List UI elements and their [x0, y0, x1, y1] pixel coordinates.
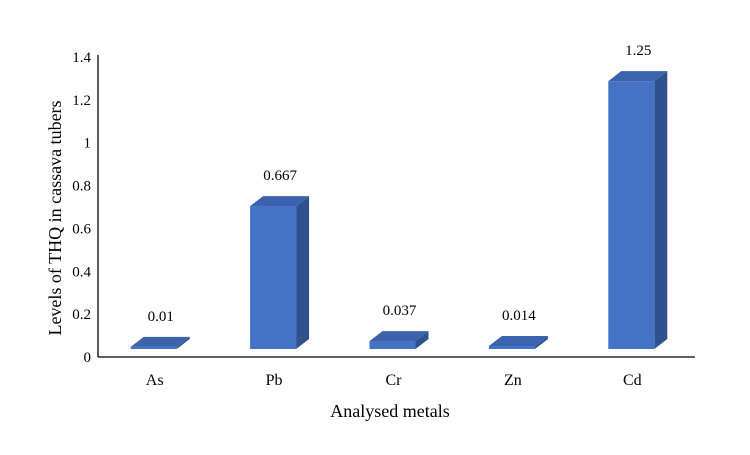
bar-zn [488, 336, 548, 349]
bar-cr [369, 331, 429, 349]
bar-front [488, 346, 535, 349]
bars [130, 71, 668, 350]
y-tick-label: 1.2 [72, 93, 91, 109]
bar-front [608, 81, 655, 350]
bar-side [176, 336, 190, 349]
data-label: 0.667 [263, 168, 297, 184]
bar-side [534, 336, 548, 349]
bar-side [654, 71, 668, 350]
y-tick-label: 1.4 [72, 50, 91, 66]
bar-top [130, 336, 190, 347]
y-tick-label: 0 [84, 350, 92, 366]
x-tick-label: Cr [386, 372, 403, 389]
x-tick-label: As [146, 372, 164, 389]
bar-side [415, 331, 429, 349]
data-label: 1.25 [625, 43, 651, 59]
data-label: 0.014 [502, 308, 536, 324]
y-axis-title: Levels of THQ in cassava tubers [45, 100, 65, 335]
bar-cd [608, 71, 668, 350]
bar-top [250, 196, 310, 207]
data-label: 0.037 [383, 303, 417, 319]
axes [97, 55, 695, 358]
bar-front [130, 346, 177, 349]
x-tick-label: Zn [504, 372, 522, 389]
bar-top [488, 336, 548, 346]
x-tick-labels: As Pb Cr Zn Cd [146, 372, 642, 389]
bar-front [250, 206, 297, 349]
y-tick-label: 0.8 [72, 179, 91, 195]
y-tick-labels: 0 0.2 0.4 0.6 0.8 1 1.2 1.4 [72, 50, 91, 366]
y-tick-label: 0.2 [72, 307, 91, 323]
bar-top [369, 331, 429, 342]
data-labels: 0.01 0.667 0.037 0.014 1.25 [148, 43, 652, 325]
y-tick-label: 0.4 [72, 264, 91, 280]
x-axis-title: Analysed metals [330, 401, 449, 421]
bar-top [608, 71, 668, 82]
data-label: 0.01 [148, 309, 174, 325]
y-tick-label: 0.6 [72, 221, 91, 237]
bar-side [296, 196, 310, 349]
bar-front [369, 341, 416, 349]
bar-as [130, 336, 190, 349]
bar-pb [250, 196, 310, 349]
y-tick-label: 1 [84, 136, 92, 152]
x-tick-label: Cd [623, 372, 642, 389]
x-tick-label: Pb [266, 372, 283, 389]
